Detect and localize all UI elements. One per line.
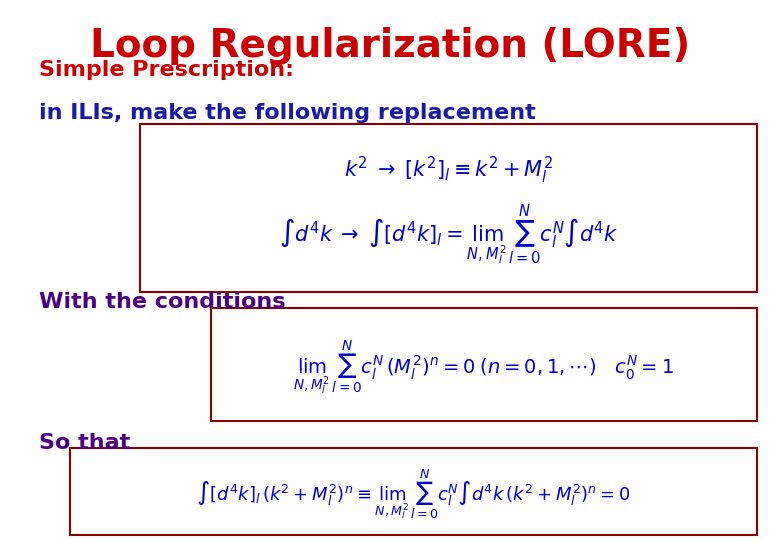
Text: $\int d^4k \; \rightarrow \; \int [d^4k]_l = \lim_{N,M_l^2} \sum_{l=0}^{N} c_l^N: $\int d^4k \; \rightarrow \; \int [d^4k]… bbox=[278, 203, 619, 267]
Text: $\lim_{N,M_l^2} \sum_{l=0}^{N} c_l^N \, (M_l^2)^n = 0 \; (n=0,1,\cdots) \quad c_: $\lim_{N,M_l^2} \sum_{l=0}^{N} c_l^N \, … bbox=[293, 339, 674, 396]
Text: $k^2 \; \rightarrow \; [k^2]_l \equiv k^2 + M_l^2$: $k^2 \; \rightarrow \; [k^2]_l \equiv k^… bbox=[344, 154, 553, 186]
Text: Loop Regularization (LORE): Loop Regularization (LORE) bbox=[90, 27, 690, 65]
Text: So that: So that bbox=[39, 433, 130, 453]
Text: in ILIs, make the following replacement: in ILIs, make the following replacement bbox=[39, 103, 536, 124]
Text: $\int [d^4k]_l \, (k^2 + M_l^2)^n \equiv \lim_{N,M_l^2} \sum_{l=0}^{N} c_l^N \in: $\int [d^4k]_l \, (k^2 + M_l^2)^n \equiv… bbox=[197, 467, 630, 521]
Text: Simple Prescription:: Simple Prescription: bbox=[39, 60, 294, 80]
Text: With the conditions: With the conditions bbox=[39, 292, 285, 313]
